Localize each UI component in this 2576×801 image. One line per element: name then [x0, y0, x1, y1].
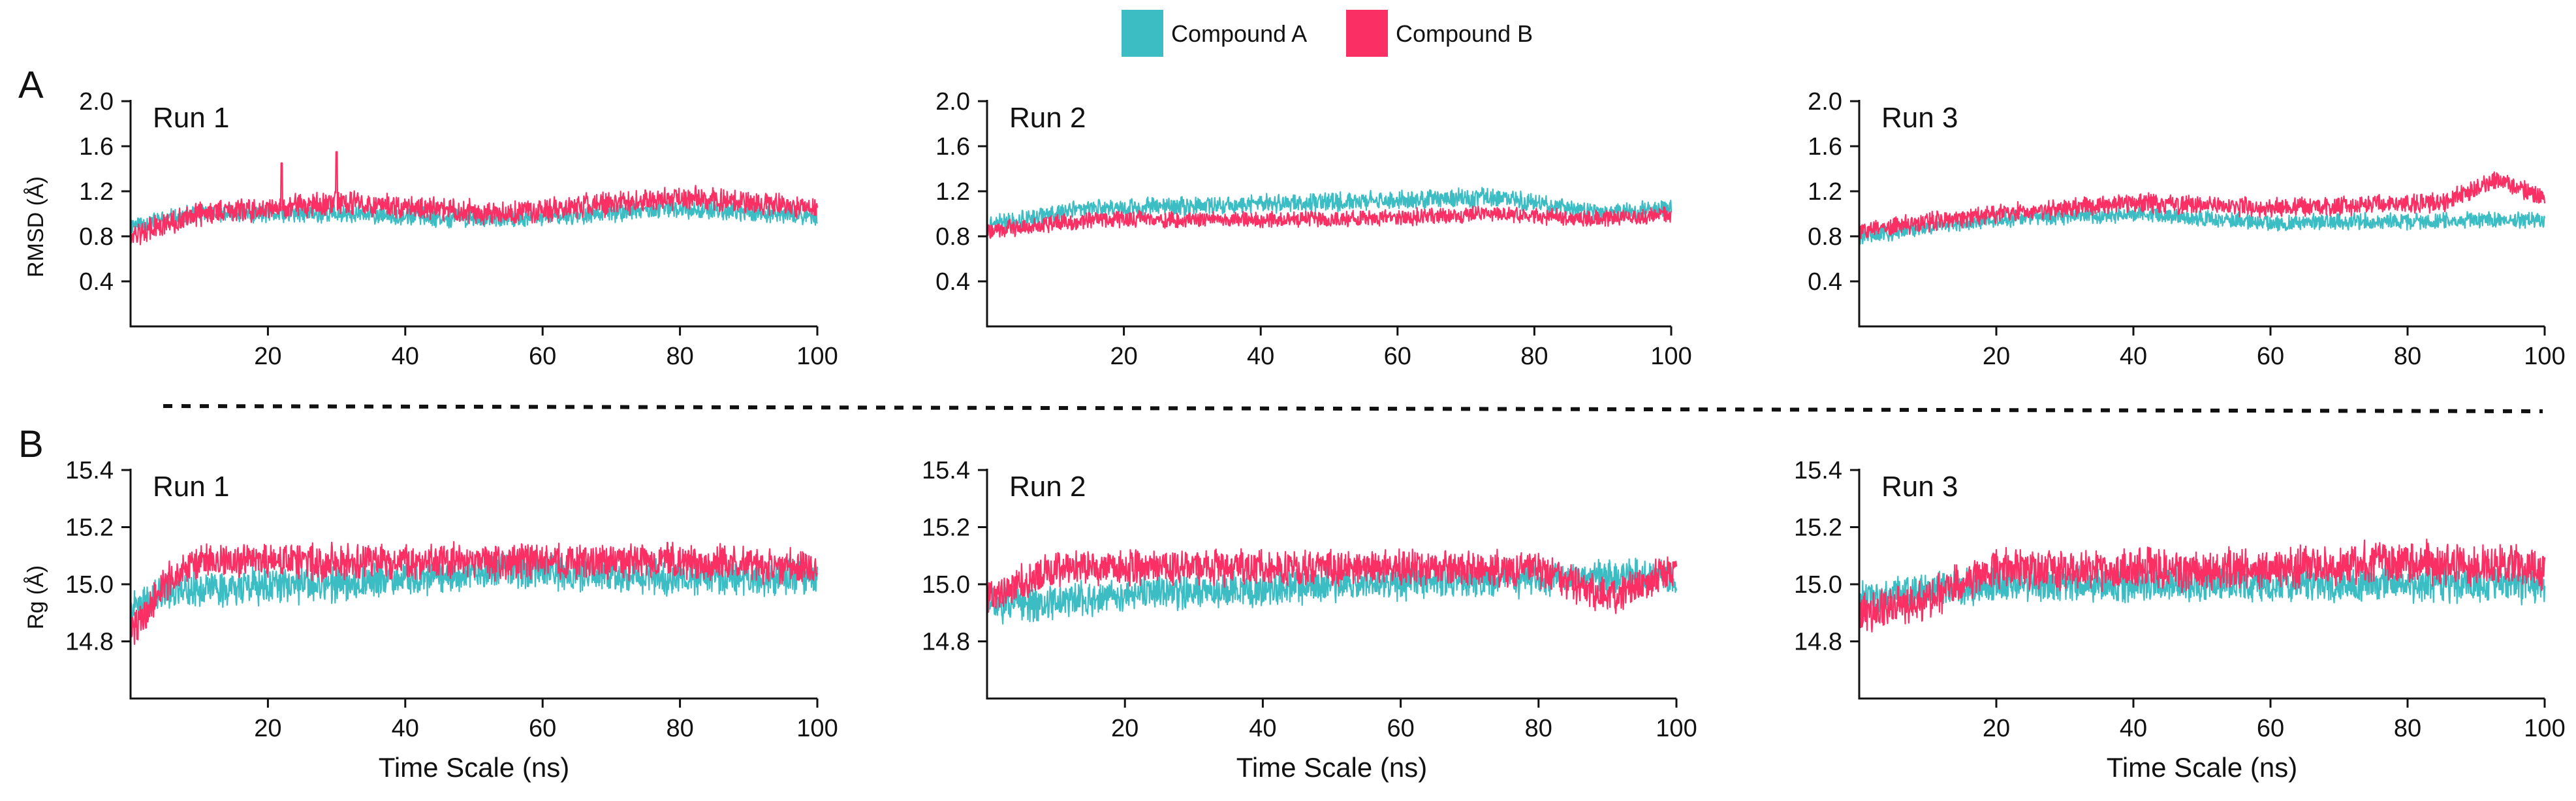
y-axis-title: Rg (Å)	[24, 565, 48, 629]
x-tick-label: 80	[1520, 343, 1548, 370]
legend-swatch-compound-a	[1122, 10, 1163, 57]
y-tick-label: 15.0	[922, 571, 970, 599]
x-tick-label: 20	[254, 343, 281, 370]
plot-title: Run 1	[153, 471, 229, 503]
y-tick-label: 15.0	[1794, 571, 1842, 599]
y-tick-label: 1.2	[935, 178, 970, 206]
x-tick-label: 40	[1247, 343, 1274, 370]
y-tick-label: 2.0	[79, 88, 114, 116]
y-tick-label: 1.2	[79, 178, 114, 206]
x-tick-label: 20	[254, 715, 281, 742]
x-tick-label: 100	[1656, 715, 1697, 742]
x-tick-label: 40	[1249, 715, 1276, 742]
x-tick-label: 40	[392, 343, 419, 370]
y-tick-label: 0.4	[79, 268, 114, 296]
y-tick-label: 1.6	[1808, 133, 1842, 161]
series-line-compound-b	[1859, 539, 2546, 633]
x-axis-title: Time Scale (ns)	[379, 752, 570, 783]
axis-frame	[1858, 100, 2545, 328]
series-line-compound-b	[1858, 171, 2546, 239]
x-tick-label: 80	[666, 715, 693, 742]
legend-label-compound-a: Compound A	[1171, 20, 1307, 47]
series-line-compound-b	[129, 151, 819, 245]
y-tick-label: 0.4	[1808, 268, 1842, 296]
x-axis-title: Time Scale (ns)	[2107, 752, 2298, 783]
plot-title: Run 2	[1009, 102, 1086, 134]
panel-letter-a: A	[18, 64, 44, 106]
y-tick-label: 1.6	[935, 133, 970, 161]
x-tick-label: 40	[2120, 343, 2147, 370]
x-tick-label: 80	[666, 343, 693, 370]
plot-a-run-2: 20 40 60 80 100 0.4 0.8 1.2 1.6 2.0 Run 2	[935, 88, 1692, 370]
y-tick-label: 0.8	[79, 223, 114, 251]
y-tick-label: 2.0	[935, 88, 970, 116]
y-tick-label: 14.8	[1794, 629, 1842, 656]
plot-b-run-1: 20 40 60 80 100 14.8 15.0 15.2 15.4 Run 1 Rg (Å) Ti…	[24, 457, 838, 783]
y-tick-label: 15.4	[65, 457, 114, 484]
x-tick-label: 60	[1384, 343, 1411, 370]
x-tick-label: 20	[1983, 343, 2010, 370]
plot-a-run-1: 20 40 60 80 100 0.4 0.8 1.2 1.6 2.0 Run 1 RMSD (Å)	[24, 88, 838, 370]
x-tick-label: 40	[392, 715, 419, 742]
panel-letter-b: B	[18, 423, 44, 465]
plot-title: Run 1	[153, 102, 229, 134]
x-tick-label: 60	[2257, 343, 2284, 370]
x-tick-label: 100	[2524, 343, 2565, 370]
x-tick-label: 100	[1650, 343, 1691, 370]
x-tick-label: 20	[1110, 343, 1137, 370]
axis-frame	[129, 469, 817, 700]
plot-a-run-3: 20 40 60 80 100 0.4 0.8 1.2 1.6 2.0 Run 3	[1808, 88, 2566, 370]
series-line-compound-b	[986, 548, 1678, 614]
x-tick-label: 60	[529, 715, 556, 742]
y-axis-title: RMSD (Å)	[24, 176, 48, 277]
plot-title: Run 3	[1881, 471, 1958, 503]
series-line-compound-b	[986, 206, 1673, 239]
plot-b-run-3: 20 40 60 80 100 14.8 15.0 15.2 15.4 Run 3 Time Sca…	[1794, 457, 2566, 783]
y-tick-label: 0.4	[935, 268, 970, 296]
y-tick-label: 14.8	[922, 629, 970, 656]
x-tick-label: 80	[2394, 715, 2421, 742]
x-tick-label: 20	[1111, 715, 1139, 742]
y-tick-label: 15.2	[1794, 514, 1842, 542]
y-tick-label: 15.0	[65, 571, 114, 599]
axis-frame	[1858, 469, 2545, 700]
x-tick-label: 60	[2257, 715, 2284, 742]
y-tick-label: 15.2	[922, 514, 970, 542]
x-tick-label: 60	[1387, 715, 1414, 742]
y-tick-label: 0.8	[935, 223, 970, 251]
axis-frame	[986, 100, 1671, 328]
y-tick-label: 0.8	[1808, 223, 1842, 251]
section-separator	[163, 404, 2543, 413]
x-tick-label: 100	[796, 715, 838, 742]
series-line-compound-b	[129, 541, 819, 645]
x-tick-label: 80	[1525, 715, 1552, 742]
y-tick-label: 15.4	[922, 457, 970, 484]
x-tick-label: 100	[796, 343, 838, 370]
y-tick-label: 15.2	[65, 514, 114, 542]
plot-b-run-2: 20 40 60 80 100 14.8 15.0 15.2 15.4 Run 2 Time Sca…	[922, 457, 1697, 783]
x-tick-label: 40	[2120, 715, 2147, 742]
y-tick-label: 15.4	[1794, 457, 1842, 484]
plot-title: Run 3	[1881, 102, 1958, 134]
y-tick-label: 14.8	[65, 629, 114, 656]
legend: Compound A Compound B	[1122, 10, 1533, 57]
axis-frame	[986, 469, 1676, 700]
plot-title: Run 2	[1009, 471, 1086, 503]
y-tick-label: 2.0	[1808, 88, 1842, 116]
x-tick-label: 100	[2524, 715, 2565, 742]
series-line-compound-a	[1858, 206, 2546, 245]
series-line-compound-a	[986, 187, 1673, 233]
y-tick-label: 1.2	[1808, 178, 1842, 206]
y-tick-label: 1.6	[79, 133, 114, 161]
x-axis-title: Time Scale (ns)	[1236, 752, 1428, 783]
x-tick-label: 60	[529, 343, 556, 370]
legend-label-compound-b: Compound B	[1396, 20, 1533, 47]
axis-frame	[129, 100, 817, 328]
x-tick-label: 80	[2394, 343, 2421, 370]
x-tick-label: 20	[1983, 715, 2010, 742]
legend-swatch-compound-b	[1346, 10, 1388, 57]
